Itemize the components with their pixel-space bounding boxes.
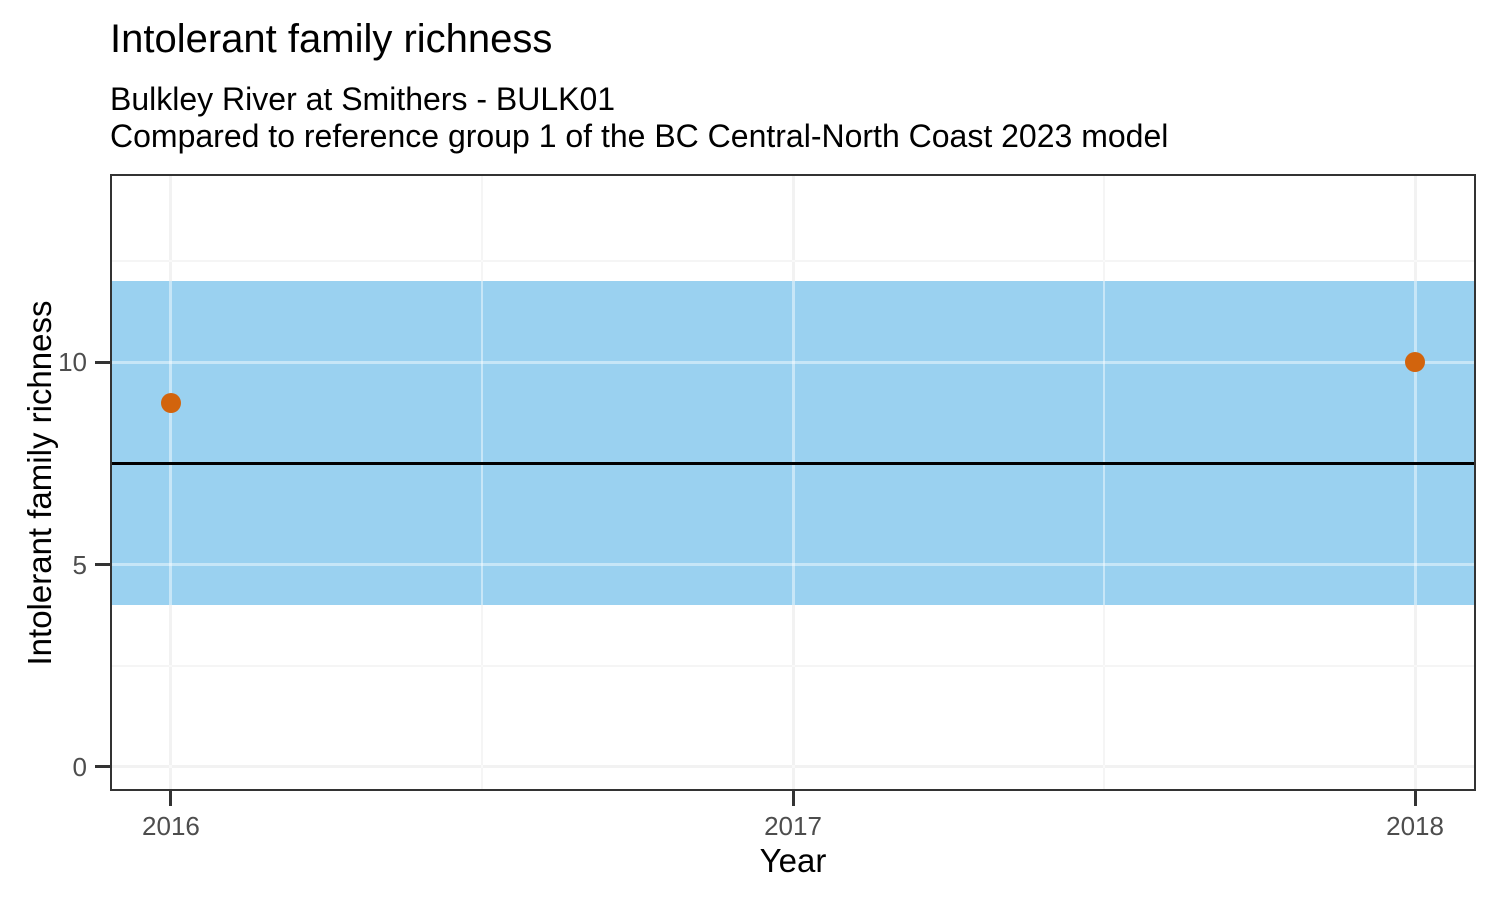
y-tick-label: 10: [58, 347, 87, 378]
x-gridline-major: [169, 176, 173, 789]
y-axis-tick: [95, 765, 110, 769]
chart-subtitle-line-2: Compared to reference group 1 of the BC …: [110, 118, 1169, 154]
x-gridline-minor: [1103, 176, 1106, 789]
y-axis-tick: [95, 360, 110, 364]
chart-subtitle: Bulkley River at Smithers - BULK01 Compa…: [110, 81, 1168, 155]
y-axis-tick: [95, 563, 110, 567]
y-gridline-major: [112, 765, 1474, 769]
x-axis-tick: [1413, 791, 1417, 806]
y-gridline-major: [112, 360, 1474, 364]
x-gridline-minor: [480, 176, 483, 789]
y-gridline-minor: [112, 260, 1474, 263]
x-tick-label: 2017: [764, 811, 822, 841]
data-point: [160, 392, 181, 413]
plot-panel: [110, 174, 1476, 791]
y-gridline-major: [112, 563, 1474, 567]
x-tick-label: 2018: [1386, 811, 1444, 841]
reference-band: [112, 281, 1474, 606]
y-tick-label: 0: [72, 751, 87, 782]
x-tick-label: 2016: [142, 811, 200, 841]
chart-subtitle-line-1: Bulkley River at Smithers - BULK01: [110, 81, 616, 117]
y-axis-title: Intolerant family richness: [21, 300, 58, 666]
data-point: [1405, 352, 1426, 373]
reference-median-line: [112, 461, 1474, 466]
x-gridline-major: [791, 176, 795, 789]
plot-area: [112, 176, 1474, 789]
x-axis-tick: [791, 791, 795, 806]
y-tick-label: 5: [72, 549, 87, 580]
y-gridline-minor: [112, 664, 1474, 667]
x-axis-tick: [169, 791, 173, 806]
chart-title: Intolerant family richness: [110, 17, 553, 61]
x-gridline-major: [1413, 176, 1417, 789]
x-axis-title: Year: [759, 842, 827, 879]
